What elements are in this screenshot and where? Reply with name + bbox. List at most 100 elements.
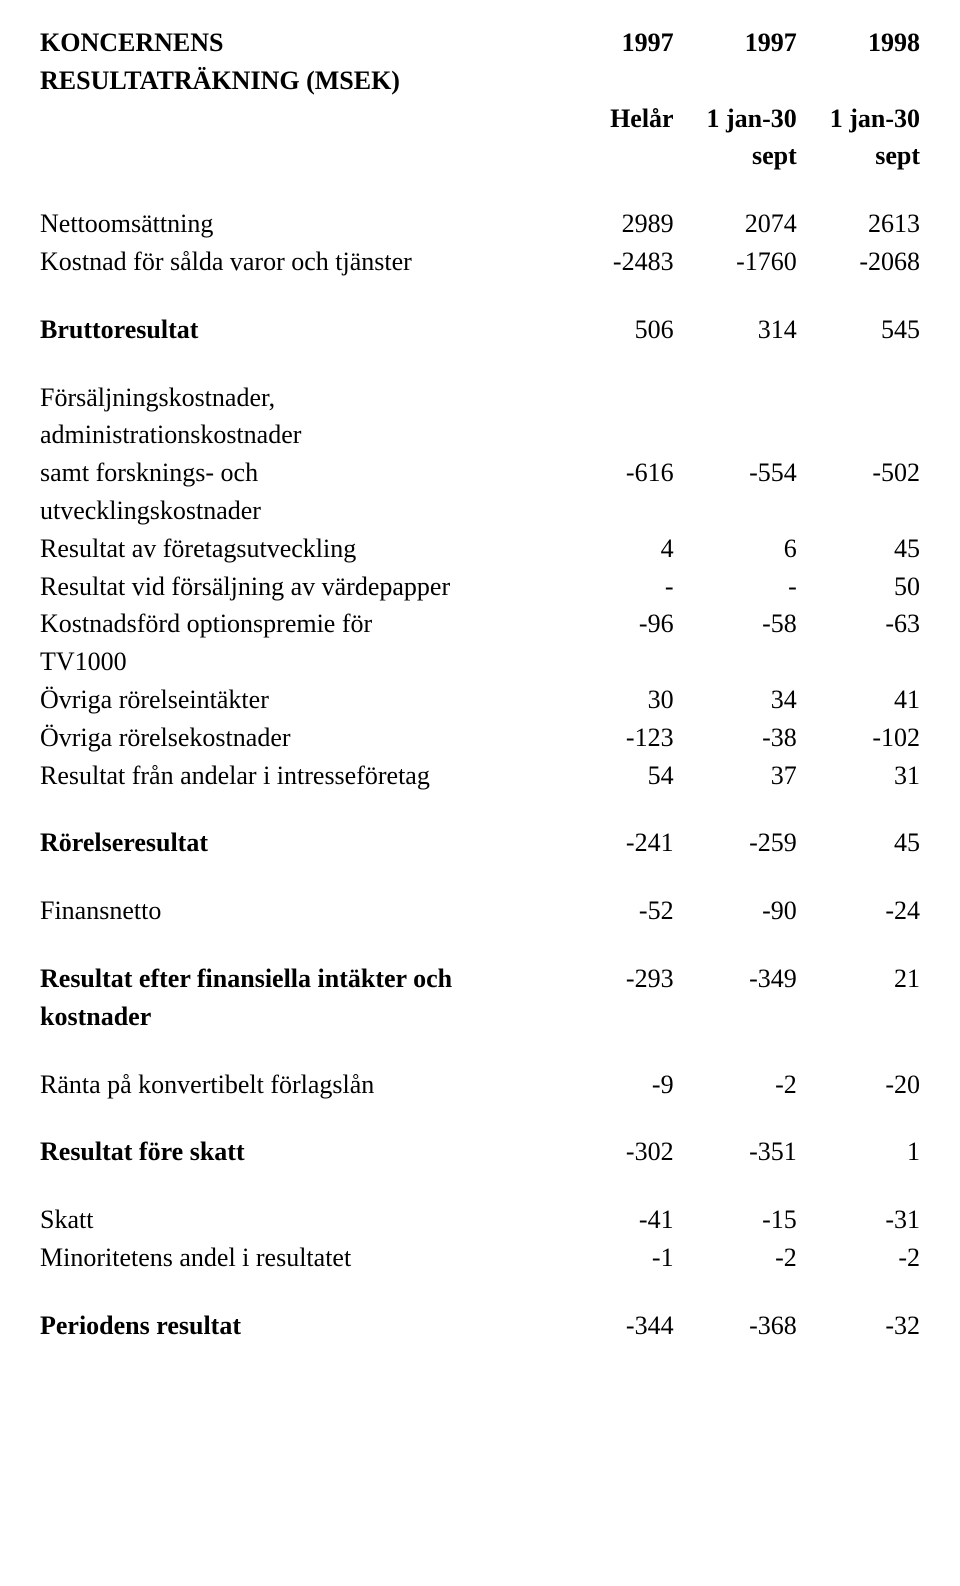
row-label: Resultat efter finansiella intäkter och bbox=[40, 960, 550, 998]
cell: 31 bbox=[797, 757, 920, 795]
table-row: Resultat av företagsutveckling 4 6 45 bbox=[40, 530, 920, 568]
cell: -123 bbox=[550, 719, 673, 757]
cell: 45 bbox=[797, 824, 920, 862]
table-row: Försäljningskostnader, bbox=[40, 379, 920, 417]
table-row: Bruttoresultat 506 314 545 bbox=[40, 311, 920, 349]
table-row: TV1000 bbox=[40, 643, 920, 681]
spacer bbox=[40, 175, 920, 205]
cell: - bbox=[674, 568, 797, 606]
header-sub-row-2: sept sept bbox=[40, 137, 920, 175]
cell: -2068 bbox=[797, 243, 920, 281]
cell: -15 bbox=[674, 1201, 797, 1239]
row-label: Minoritetens andel i resultatet bbox=[40, 1239, 550, 1277]
cell: -349 bbox=[674, 960, 797, 998]
table-row: Rörelseresultat -241 -259 45 bbox=[40, 824, 920, 862]
row-label: Periodens resultat bbox=[40, 1307, 550, 1345]
row-label: Resultat vid försäljning av värdepapper bbox=[40, 568, 550, 606]
spacer bbox=[40, 794, 920, 824]
cell: 2613 bbox=[797, 205, 920, 243]
table-row: Finansnetto -52 -90 -24 bbox=[40, 892, 920, 930]
cell: -616 bbox=[550, 454, 673, 492]
cell: 37 bbox=[674, 757, 797, 795]
cell: -96 bbox=[550, 605, 673, 643]
spacer bbox=[40, 281, 920, 311]
cell: -344 bbox=[550, 1307, 673, 1345]
header-row-1: KONCERNENS 1997 1997 1998 bbox=[40, 24, 920, 62]
page: KONCERNENS 1997 1997 1998 RESULTATRÄKNIN… bbox=[0, 0, 960, 1586]
cell: -2 bbox=[674, 1066, 797, 1104]
cell: 545 bbox=[797, 311, 920, 349]
cell: 1 bbox=[797, 1133, 920, 1171]
spacer bbox=[40, 1277, 920, 1307]
cell: -90 bbox=[674, 892, 797, 930]
cell: -52 bbox=[550, 892, 673, 930]
sub2-col-3: sept bbox=[797, 137, 920, 175]
row-label: Finansnetto bbox=[40, 892, 550, 930]
row-label: Resultat från andelar i intresseföretag bbox=[40, 757, 550, 795]
cell: - bbox=[550, 568, 673, 606]
cell: -1760 bbox=[674, 243, 797, 281]
title-line2: RESULTATRÄKNING (MSEK) bbox=[40, 62, 550, 100]
cell: 45 bbox=[797, 530, 920, 568]
year-col-3: 1998 bbox=[797, 24, 920, 62]
cell: -38 bbox=[674, 719, 797, 757]
cell: -63 bbox=[797, 605, 920, 643]
cell: -502 bbox=[797, 454, 920, 492]
row-label: Kostnad för sålda varor och tjänster bbox=[40, 243, 550, 281]
cell: -24 bbox=[797, 892, 920, 930]
cell: -31 bbox=[797, 1201, 920, 1239]
table-row: Övriga rörelseintäkter 30 34 41 bbox=[40, 681, 920, 719]
row-label: Övriga rörelseintäkter bbox=[40, 681, 550, 719]
row-label: Kostnadsförd optionspremie för bbox=[40, 605, 550, 643]
cell: -2 bbox=[797, 1239, 920, 1277]
cell: -9 bbox=[550, 1066, 673, 1104]
cell: -32 bbox=[797, 1307, 920, 1345]
cell: 506 bbox=[550, 311, 673, 349]
cell: 54 bbox=[550, 757, 673, 795]
cell: -293 bbox=[550, 960, 673, 998]
table-row: Kostnadsförd optionspremie för -96 -58 -… bbox=[40, 605, 920, 643]
row-label: Nettoomsättning bbox=[40, 205, 550, 243]
sub1-col-1: Helår bbox=[550, 100, 673, 138]
sub1-col-2: 1 jan-30 bbox=[674, 100, 797, 138]
cell: -41 bbox=[550, 1201, 673, 1239]
row-label: Försäljningskostnader, bbox=[40, 379, 550, 417]
spacer bbox=[40, 1171, 920, 1201]
year-col-1: 1997 bbox=[550, 24, 673, 62]
row-label: Rörelseresultat bbox=[40, 824, 550, 862]
cell: 21 bbox=[797, 960, 920, 998]
cell: -102 bbox=[797, 719, 920, 757]
header-sub-row-1: Helår 1 jan-30 1 jan-30 bbox=[40, 100, 920, 138]
spacer bbox=[40, 1036, 920, 1066]
cell: 34 bbox=[674, 681, 797, 719]
table-row: Övriga rörelsekostnader -123 -38 -102 bbox=[40, 719, 920, 757]
cell: 2074 bbox=[674, 205, 797, 243]
cell: 4 bbox=[550, 530, 673, 568]
row-label: kostnader bbox=[40, 998, 550, 1036]
row-label: TV1000 bbox=[40, 643, 550, 681]
row-label: Ränta på konvertibelt förlagslån bbox=[40, 1066, 550, 1104]
table-row: Kostnad för sålda varor och tjänster -24… bbox=[40, 243, 920, 281]
spacer bbox=[40, 1103, 920, 1133]
cell: -302 bbox=[550, 1133, 673, 1171]
cell: -259 bbox=[674, 824, 797, 862]
row-label: Övriga rörelsekostnader bbox=[40, 719, 550, 757]
title-line1: KONCERNENS bbox=[40, 24, 550, 62]
spacer bbox=[40, 349, 920, 379]
row-label: Skatt bbox=[40, 1201, 550, 1239]
cell: 41 bbox=[797, 681, 920, 719]
cell: -351 bbox=[674, 1133, 797, 1171]
cell: 50 bbox=[797, 568, 920, 606]
table-row: samt forsknings- och -616 -554 -502 bbox=[40, 454, 920, 492]
table-row: Resultat efter finansiella intäkter och … bbox=[40, 960, 920, 998]
spacer bbox=[40, 930, 920, 960]
cell: -241 bbox=[550, 824, 673, 862]
table-row: Skatt -41 -15 -31 bbox=[40, 1201, 920, 1239]
row-label: Resultat före skatt bbox=[40, 1133, 550, 1171]
header-row-2: RESULTATRÄKNING (MSEK) bbox=[40, 62, 920, 100]
cell: -58 bbox=[674, 605, 797, 643]
row-label: Resultat av företagsutveckling bbox=[40, 530, 550, 568]
table-row: Minoritetens andel i resultatet -1 -2 -2 bbox=[40, 1239, 920, 1277]
cell: -1 bbox=[550, 1239, 673, 1277]
row-label: samt forsknings- och bbox=[40, 454, 550, 492]
